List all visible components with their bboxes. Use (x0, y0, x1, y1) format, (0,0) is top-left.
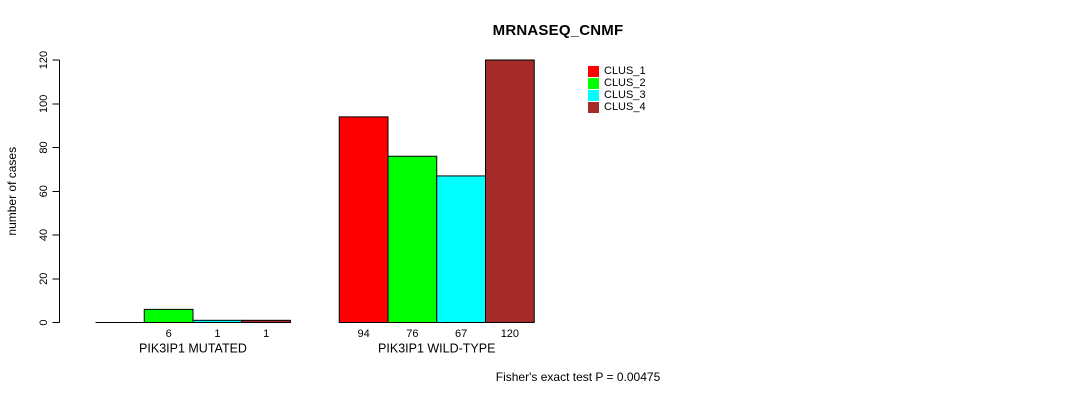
bar-clus_1-wild-type (338, 116, 389, 323)
bar-value-label: 76 (406, 328, 418, 340)
legend-entry-label: CLUS_2 (604, 77, 646, 89)
legend-color-swatch (588, 65, 599, 77)
y-axis-title: number of cases (5, 147, 19, 236)
legend-color-swatch (588, 77, 599, 89)
legend-color-swatch (588, 101, 599, 113)
y-tick-label: 0 (38, 319, 50, 325)
bar-value-label: 120 (501, 328, 519, 340)
y-tick-label: 40 (38, 229, 50, 241)
bar-clus_2-wild-type (387, 155, 438, 323)
bar-clus_2-mutated (143, 308, 194, 323)
legend-entry: CLUS_1 (588, 65, 646, 77)
bar-value-label: 67 (455, 328, 467, 340)
group-label-mutated: PIK3IP1 MUTATED (139, 342, 247, 356)
bar-value-label: 6 (166, 328, 172, 340)
legend-color-swatch (588, 89, 599, 101)
bar-clus_4-mutated (241, 319, 291, 323)
legend-entry-label: CLUS_4 (604, 101, 646, 113)
legend-entry: CLUS_2 (588, 77, 646, 89)
y-tick-label: 20 (38, 273, 50, 285)
legend: CLUS_1 CLUS_2 CLUS_3 CLUS_4 (588, 65, 646, 113)
bar-value-label: 94 (358, 328, 370, 340)
group-label-wild-type: PIK3IP1 WILD-TYPE (378, 342, 495, 356)
stat-annotation: Fisher's exact test P = 0.00475 (495, 370, 661, 384)
legend-entry-label: CLUS_1 (604, 65, 646, 77)
bar-clus_3-wild-type (436, 175, 486, 323)
bar-clus_4-wild-type (485, 59, 535, 323)
bar-value-label: 1 (263, 328, 269, 340)
y-tick-label: 100 (38, 95, 50, 113)
y-tick-label: 60 (38, 185, 50, 197)
legend-entry: CLUS_3 (588, 89, 646, 101)
legend-entry: CLUS_4 (588, 101, 646, 113)
chart-title: MRNASEQ_CNMF (492, 22, 624, 39)
bar-clus_3-mutated (192, 319, 243, 323)
y-tick-label: 120 (38, 51, 50, 69)
legend-entry-label: CLUS_3 (604, 89, 646, 101)
bar-value-label: 1 (214, 328, 220, 340)
y-tick-label: 80 (38, 141, 50, 153)
